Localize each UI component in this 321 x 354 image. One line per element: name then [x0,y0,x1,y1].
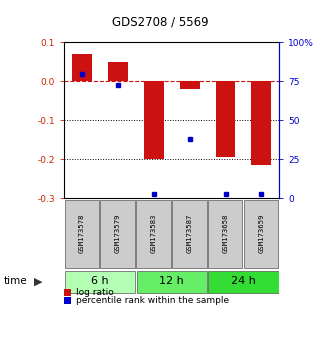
Bar [244,200,278,268]
Bar [72,54,92,81]
Text: ▶: ▶ [34,276,43,286]
Bar [208,271,279,292]
Text: log ratio: log ratio [76,287,114,297]
Bar [137,271,207,292]
Text: GSM173578: GSM173578 [79,214,85,253]
Bar [136,200,171,268]
Bar [180,81,200,89]
Bar [208,200,242,268]
Bar [100,200,135,268]
Text: GSM173583: GSM173583 [151,214,157,253]
Bar [108,62,128,81]
Text: 24 h: 24 h [231,276,256,286]
Text: 12 h: 12 h [159,276,184,286]
Text: 6 h: 6 h [91,276,109,286]
Bar [172,200,206,268]
Text: GSM173658: GSM173658 [222,214,229,253]
Text: GSM173659: GSM173659 [258,214,265,253]
Text: time: time [3,276,27,286]
Text: GDS2708 / 5569: GDS2708 / 5569 [112,16,209,29]
Text: percentile rank within the sample: percentile rank within the sample [76,296,229,306]
Bar [216,81,235,157]
Bar [65,200,99,268]
Text: GSM173587: GSM173587 [187,214,193,253]
Bar [251,81,271,165]
Text: GSM173579: GSM173579 [115,214,121,253]
Bar [65,271,135,292]
Bar [144,81,164,159]
